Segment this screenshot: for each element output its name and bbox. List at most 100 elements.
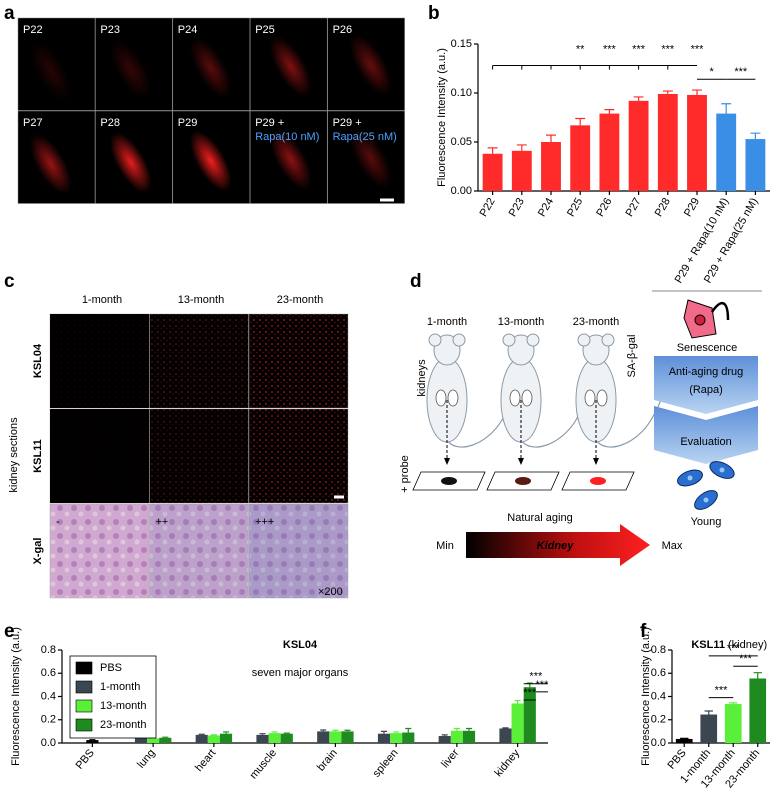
tile-label: P23 <box>100 24 120 36</box>
aging-label: Natural aging <box>507 512 572 524</box>
error-bar <box>502 727 509 729</box>
error-bar <box>750 132 761 140</box>
bar <box>724 704 742 743</box>
y-axis-label: Fluorescence Intensity (a.u.) <box>10 627 22 766</box>
significance: *** <box>691 44 705 56</box>
bar <box>700 714 718 743</box>
cell <box>349 34 392 96</box>
drug-label: Anti-aging drug <box>669 366 744 378</box>
panel-letter: f <box>640 621 647 642</box>
age-label: 13-month <box>498 316 544 328</box>
bar <box>482 153 503 191</box>
significance: *** <box>529 671 543 683</box>
significance: *** <box>523 687 537 699</box>
significance: ** <box>576 44 585 56</box>
kidney <box>584 389 596 407</box>
section-image <box>248 503 349 599</box>
nucleus <box>687 475 693 481</box>
bar <box>390 733 403 743</box>
panel-letter: e <box>4 621 15 642</box>
y-tick-label: 0.8 <box>651 644 666 656</box>
section-image <box>248 313 349 409</box>
y-tick-label: 0.00 <box>451 185 472 197</box>
section-darken <box>249 314 348 408</box>
bar <box>657 93 678 191</box>
error-bar <box>729 702 738 705</box>
panel-letter: d <box>410 271 422 292</box>
cell <box>269 36 312 97</box>
legend-swatch <box>75 661 93 675</box>
chart-title: KSL11 <box>691 639 725 651</box>
legend-label: PBS <box>100 662 122 674</box>
cell <box>269 129 312 190</box>
min-label: Min <box>436 540 454 552</box>
cell-process <box>710 302 730 321</box>
x-tick-label: PBS <box>74 747 97 772</box>
bar <box>511 703 524 743</box>
bar <box>219 733 233 743</box>
marker-label: SA-β-gal <box>626 334 638 377</box>
bar <box>377 733 391 743</box>
tile-label: P25 <box>255 24 275 36</box>
xgal-mark: ++ <box>156 516 169 528</box>
chevron <box>654 406 758 464</box>
evaluation-label: Evaluation <box>680 436 731 448</box>
legend-label: 13-month <box>100 700 146 712</box>
error-bar <box>546 134 556 142</box>
significance: *** <box>661 44 675 56</box>
error-bar <box>393 731 400 734</box>
probe-spot <box>441 477 457 485</box>
cell <box>29 40 72 102</box>
bar <box>329 731 342 743</box>
bar <box>280 733 293 743</box>
magnification: ×200 <box>318 586 343 598</box>
bar <box>462 730 476 743</box>
error-bar <box>704 710 713 715</box>
tile-label: P24 <box>178 24 198 36</box>
bar <box>745 139 766 191</box>
error-bar <box>271 731 278 734</box>
mouse-ear <box>452 333 466 347</box>
error-bar <box>753 672 762 679</box>
cell <box>109 132 152 193</box>
bar <box>570 125 591 191</box>
section-image <box>149 503 249 599</box>
column-header: 1-month <box>82 294 122 306</box>
xgal-mark: - <box>56 516 60 528</box>
x-tick-label: P29 + Rapa(10 nM) <box>673 196 732 285</box>
bar <box>256 734 269 743</box>
column-header: 13-month <box>178 294 224 306</box>
row-label: X-gal <box>32 538 44 565</box>
side-label: kidney sections <box>8 417 20 493</box>
bar <box>317 731 330 743</box>
y-tick-label: 0.6 <box>651 667 666 679</box>
legend-swatch <box>75 718 93 732</box>
x-tick-label: P26 <box>594 196 614 219</box>
probe-spot <box>515 477 531 485</box>
y-tick-label: 0.6 <box>41 667 56 679</box>
cell <box>349 127 392 189</box>
tile-label: P29 + <box>333 117 362 129</box>
kidney <box>509 389 521 407</box>
chart-title: KSL04 <box>283 639 318 651</box>
kidney <box>521 389 533 407</box>
bar <box>687 94 707 191</box>
error-bar <box>198 733 205 735</box>
chevron <box>654 356 758 414</box>
error-bar <box>283 732 290 734</box>
section-darken <box>249 409 348 503</box>
bar <box>341 731 354 743</box>
kidney <box>447 389 459 407</box>
arrow-head <box>518 458 524 465</box>
error-bar <box>465 727 473 731</box>
bar <box>675 738 693 743</box>
x-tick-label: P27 <box>624 196 644 219</box>
error-bar <box>692 89 702 95</box>
row-label: KSL04 <box>32 343 44 378</box>
x-tick-label: P25 <box>565 196 585 219</box>
cell <box>189 37 232 99</box>
section-darken <box>149 314 249 408</box>
error-bar <box>514 699 521 704</box>
x-tick-label: P24 <box>536 196 556 219</box>
error-bar <box>210 734 217 736</box>
